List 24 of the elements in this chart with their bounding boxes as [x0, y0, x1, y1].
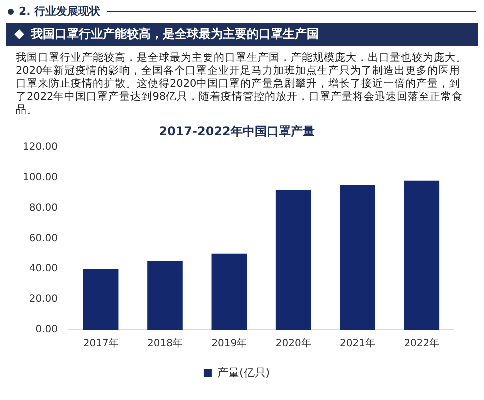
y-tick-label: 120.00 [22, 142, 58, 153]
chart-subtitle: 我国口罩行业产能较高，是全球最为主要的口罩生产国 [31, 27, 319, 41]
x-tick-label: 2020年 [276, 338, 312, 350]
y-tick-label: 60.00 [29, 233, 58, 244]
bar [212, 254, 248, 330]
text: 我国口罩行业产能较高，是全球最为主要的口罩生产国，产能规模庞大，出口量也较为庞大。2020年新冠疫情的影响，全国各个口罩企业开足马力加班加点生产只为了制造出更多的医用口罩来防止疫情的扩散。这使得2020中国口罩的产量急剧攀升，增长了接近一倍的产量，到了2022年中国口罩产量达到98亿只，随着疫情管控的放开，口罩产量将会迅速回落至正常食品。 [15, 51, 468, 118]
y-tick-label: 100.00 [22, 172, 58, 184]
y-tick-label: 20.00 [29, 294, 58, 306]
bar [276, 190, 312, 330]
y-tick-label: 0.00 [36, 324, 58, 336]
x-tick-label: 2018年 [148, 338, 183, 350]
bar [404, 180, 440, 330]
bar [83, 269, 119, 330]
x-tick-label: 2021年 [340, 338, 376, 350]
x-tick-label: 2022年 [404, 338, 440, 350]
text: 2. 行业发展现状 [19, 4, 101, 19]
chart-title: 2017-2022年中国口罩产量 [159, 124, 315, 138]
y-tick-label: 80.00 [29, 202, 58, 214]
x-tick-label: 2019年 [212, 338, 248, 350]
bar [340, 185, 376, 330]
legend-label: 产量(亿只) [217, 366, 270, 380]
x-tick-label: 2017年 [83, 338, 119, 350]
bar [148, 262, 183, 330]
y-tick-label: 40.00 [29, 264, 58, 275]
